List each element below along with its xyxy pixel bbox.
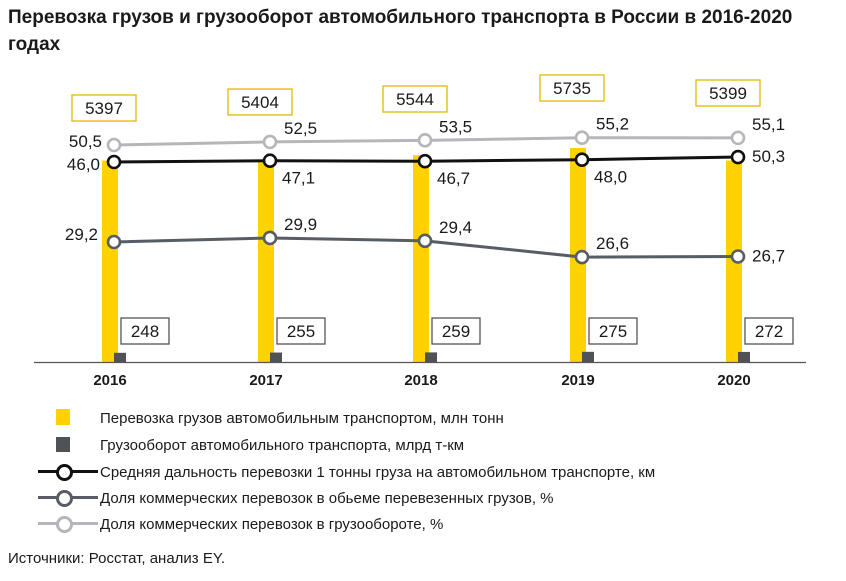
box-tonnage-2017 xyxy=(227,88,293,116)
legend-item-share-tonnage: Доля коммерческих перевозок в обьеме пер… xyxy=(30,486,830,510)
point-distance-2018 xyxy=(417,153,433,169)
chart-title: Перевозка грузов и грузооборот автомобил… xyxy=(8,7,793,55)
box-tonnage-2019 xyxy=(539,74,605,102)
label-share-turnover-2020: 55,1 xyxy=(752,115,785,134)
label-turnover-2017: 255 xyxy=(287,322,315,341)
box-turnover-2019 xyxy=(588,317,638,345)
legend-label-share-tonnage: Доля коммерческих перевозок в обьеме пер… xyxy=(100,489,554,507)
x-tick-2019: 2019 xyxy=(561,372,594,389)
label-share-turnover-2018: 53,5 xyxy=(439,117,472,136)
label-turnover-2020: 272 xyxy=(755,322,783,341)
bar-tonnage-2016 xyxy=(102,160,118,362)
point-distance-2016 xyxy=(106,154,122,170)
label-distance-2016: 46,0 xyxy=(67,155,100,174)
label-share-turnover-2019: 55,2 xyxy=(596,115,629,134)
point-share-tonnage-2019 xyxy=(574,249,590,265)
point-share-turnover-2018 xyxy=(417,133,433,148)
label-share-tonnage-2020: 26,7 xyxy=(752,247,785,266)
label-share-tonnage-2017: 29,9 xyxy=(284,215,317,234)
bar-turnover-2016 xyxy=(114,352,126,362)
label-distance-2020: 50,3 xyxy=(752,147,785,166)
legend-label-share-turnover: Доля коммерческих перевозок в грузооборо… xyxy=(100,515,444,533)
legend-item-distance: Средняя дальность перевозки 1 тонны груз… xyxy=(30,460,830,484)
label-distance-2019: 48,0 xyxy=(594,168,627,187)
label-turnover-2019: 275 xyxy=(599,322,627,341)
bar-turnover-2019 xyxy=(582,351,594,362)
box-turnover-2016 xyxy=(120,317,170,345)
label-share-tonnage-2019: 26,6 xyxy=(596,234,629,253)
label-share-turnover-2017: 52,5 xyxy=(284,119,317,138)
label-turnover-2016: 248 xyxy=(131,322,159,341)
label-tonnage-2018: 5544 xyxy=(396,90,434,109)
legend-swatch-distance xyxy=(30,460,100,484)
point-share-turnover-2019 xyxy=(574,130,590,146)
x-tick-2018: 2018 xyxy=(404,372,437,389)
x-tick-2020: 2020 xyxy=(717,372,750,389)
legend-swatch-turnover xyxy=(30,433,100,457)
point-share-tonnage-2020 xyxy=(730,249,746,264)
legend-item-turnover: Грузооборот автомобильного транспорта, м… xyxy=(30,433,830,457)
legend-swatch-share-tonnage xyxy=(30,486,100,510)
legend-swatch-tonnage xyxy=(30,406,100,430)
label-tonnage-2017: 5404 xyxy=(241,93,279,112)
label-share-tonnage-2016: 29,2 xyxy=(65,225,98,244)
box-turnover-2020 xyxy=(744,317,794,345)
source-note: Источники: Росстат, анализ EY. xyxy=(8,550,226,567)
point-distance-2017 xyxy=(262,153,278,169)
point-share-tonnage-2016 xyxy=(106,234,122,250)
bar-turnover-2017 xyxy=(270,352,282,362)
point-share-turnover-2020 xyxy=(730,130,746,146)
box-turnover-2017 xyxy=(276,317,326,345)
label-share-tonnage-2018: 29,4 xyxy=(439,218,472,237)
x-tick-2016: 2016 xyxy=(93,372,126,389)
point-share-turnover-2017 xyxy=(262,134,278,150)
label-tonnage-2020: 5399 xyxy=(709,84,747,103)
point-share-tonnage-2017 xyxy=(262,230,278,246)
legend-label-turnover: Грузооборот автомобильного транспорта, м… xyxy=(100,436,465,454)
label-share-turnover-2016: 50,5 xyxy=(69,132,102,151)
legend-swatch-share-turnover xyxy=(30,512,100,536)
point-share-turnover-2016 xyxy=(106,137,122,153)
box-tonnage-2016 xyxy=(71,94,137,122)
legend-item-share-turnover: Доля коммерческих перевозок в грузооборо… xyxy=(30,512,830,536)
legend-item-tonnage: Перевозка грузов автомобильным транспорт… xyxy=(30,406,830,430)
box-tonnage-2018 xyxy=(382,85,448,113)
bar-tonnage-2017 xyxy=(258,160,274,362)
point-share-tonnage-2018 xyxy=(417,233,433,249)
bar-turnover-2020 xyxy=(738,351,750,362)
chart: 50,5 52,5 53,5 55,2 55,1 46,0 47,1 46,7 48,0 50,3… xyxy=(34,74,806,389)
label-tonnage-2019: 5735 xyxy=(553,79,591,98)
legend-label-tonnage: Перевозка грузов автомобильным транспорт… xyxy=(100,409,504,427)
point-distance-2019 xyxy=(574,152,590,167)
box-turnover-2018 xyxy=(431,317,481,345)
box-tonnage-2020 xyxy=(695,79,761,107)
point-distance-2020 xyxy=(730,149,746,165)
label-tonnage-2016: 5397 xyxy=(85,99,123,118)
label-distance-2018: 46,7 xyxy=(437,169,470,188)
label-turnover-2018: 259 xyxy=(442,322,470,341)
x-tick-2017: 2017 xyxy=(249,372,282,389)
bar-tonnage-2018 xyxy=(413,155,429,362)
bar-turnover-2018 xyxy=(425,352,437,362)
legend-label-distance: Средняя дальность перевозки 1 тонны груз… xyxy=(100,463,656,481)
label-distance-2017: 47,1 xyxy=(282,169,315,188)
